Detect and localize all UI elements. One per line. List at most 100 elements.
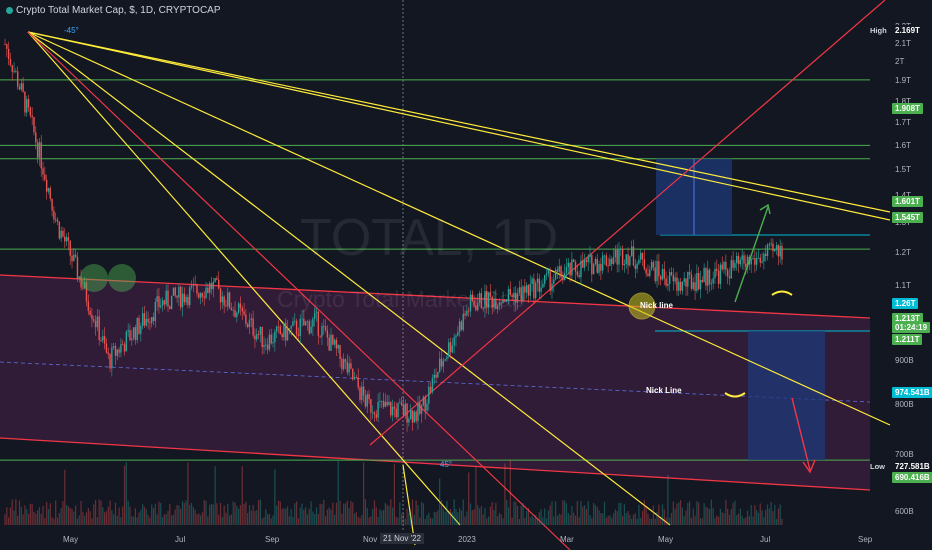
volume-bar-82	[152, 508, 155, 525]
volume-bar-176	[323, 499, 325, 525]
candle-body-61	[114, 346, 117, 356]
volume-bar-424	[772, 511, 774, 525]
volume-bar-46	[87, 507, 89, 525]
candle-body-182	[333, 339, 336, 345]
volume-bar-202	[370, 516, 372, 525]
candle-body-20	[40, 142, 42, 169]
volume-bar-77	[143, 506, 146, 525]
candle-body-312	[569, 262, 571, 276]
volume-bar-319	[582, 506, 584, 525]
volume-bar-0	[4, 514, 6, 525]
candle-body-343	[625, 254, 627, 264]
volume-bar-244	[446, 500, 448, 525]
volume-bar-354	[645, 506, 647, 525]
candle-body-203	[371, 412, 374, 414]
candle-body-337	[614, 249, 617, 258]
volume-bar-277	[506, 499, 508, 525]
candle-body-70	[131, 338, 133, 341]
volume-bar-147	[270, 518, 272, 525]
volume-bar-318	[580, 500, 582, 525]
candle-body-105	[194, 284, 196, 286]
fan-line-1	[27, 31, 671, 526]
volume-bar-119	[219, 502, 222, 525]
y-tick-label: 700B	[895, 449, 914, 459]
candle-body-428	[779, 245, 781, 257]
volume-bar-76	[142, 504, 144, 525]
candle-body-97	[179, 286, 182, 308]
candle-body-13	[27, 99, 30, 108]
candle-body-115	[212, 281, 214, 290]
volume-bar-73	[136, 517, 138, 525]
candle-body-267	[487, 292, 490, 308]
candle-body-63	[118, 349, 120, 353]
volume-bar-60	[113, 514, 115, 525]
volume-bar-234	[428, 512, 430, 525]
candle-body-118	[218, 279, 220, 289]
candle-body-209	[382, 400, 385, 407]
volume-bar-248	[453, 499, 455, 525]
volume-bar-413	[752, 516, 754, 525]
candle-body-161	[295, 320, 298, 335]
candle-body-5	[13, 71, 15, 72]
volume-bar-367	[669, 517, 671, 525]
candle-body-383	[697, 273, 700, 290]
arrow-up-line	[734, 206, 769, 303]
volume-bar-215	[393, 464, 396, 525]
candle-body-394	[717, 270, 720, 284]
volume-bar-55	[104, 512, 106, 525]
volume-bar-180	[330, 509, 332, 525]
volume-bar-197	[361, 514, 363, 525]
volume-bar-157	[288, 516, 290, 525]
volume-bar-7	[17, 515, 19, 525]
candle-body-93	[172, 287, 175, 296]
candle-body-261	[477, 302, 479, 311]
volume-bar-19	[38, 507, 41, 525]
candle-body-64	[120, 344, 122, 353]
volume-bar-37	[71, 508, 73, 525]
volume-bar-165	[303, 509, 305, 525]
candle-body-317	[578, 275, 580, 278]
candle-body-127	[234, 310, 236, 317]
volume-bar-222	[406, 508, 408, 525]
volume-bar-110	[203, 499, 205, 525]
candle-body-185	[339, 345, 341, 360]
volume-bar-339	[618, 503, 620, 525]
candle-body-96	[178, 286, 180, 298]
candle-body-277	[505, 299, 508, 302]
candle-body-346	[630, 246, 633, 257]
volume-bar-228	[417, 505, 419, 525]
volume-bar-428	[779, 504, 781, 525]
candle-body-339	[618, 249, 620, 265]
candle-body-91	[169, 306, 171, 310]
candle-body-51	[96, 316, 99, 328]
candle-body-228	[417, 403, 419, 421]
volume-bar-22	[44, 518, 46, 525]
candle-body-132	[243, 311, 245, 315]
candle-body-200	[366, 394, 368, 407]
candle-body-16	[33, 116, 35, 133]
volume-bar-312	[569, 515, 571, 525]
candle-body-116	[214, 278, 216, 282]
volume-bar-381	[694, 515, 696, 525]
volume-bar-394	[718, 516, 720, 525]
y-tick-label: 1.9T	[895, 76, 912, 86]
candle-body-42	[80, 276, 82, 288]
volume-bar-151	[277, 500, 280, 525]
volume-bar-79	[147, 514, 149, 525]
volume-bar-249	[455, 509, 457, 525]
volume-bar-288	[526, 511, 528, 525]
candle-body-397	[723, 262, 725, 270]
price-label-8: 974.541B	[892, 387, 932, 398]
volume-bar-137	[252, 504, 254, 525]
volume-bar-369	[672, 501, 674, 525]
candle-body-2	[7, 48, 10, 59]
candle-body-148	[272, 342, 274, 344]
volume-bar-375	[683, 516, 685, 525]
volume-bar-358	[652, 505, 655, 525]
price-label-tag-9: Low	[870, 462, 885, 471]
volume-bar-392	[714, 518, 716, 525]
price-label-3: 1.545T	[892, 212, 923, 223]
arrow-down-head	[802, 459, 816, 474]
